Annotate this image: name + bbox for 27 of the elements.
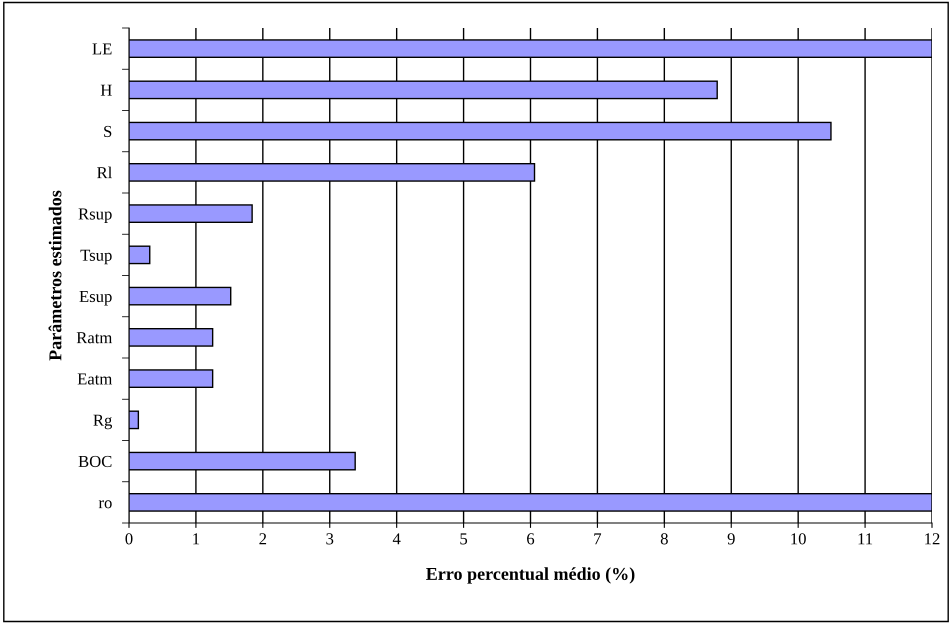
y-tick-label: BOC [78,456,112,468]
x-tick-label: 4 [392,533,401,544]
x-tick-label: 7 [594,533,602,544]
x-tick-label: 3 [326,533,334,544]
y-tick-label: Esup [79,290,112,306]
x-axis-title: Erro percentual médio (%) [426,567,634,584]
x-tick-label: 5 [460,533,468,544]
y-axis-title: Parâmetros estimados [48,190,62,361]
y-tick-label: Ratm [76,332,112,344]
y-tick-label: LE [92,43,112,54]
y-tick-label: H [100,84,112,96]
x-tick-label: 2 [259,533,266,544]
x-tick-label: 10 [791,533,806,544]
x-tick-label: 6 [527,533,534,544]
y-tick-label: S [104,126,112,138]
y-tick-label: Rl [97,166,112,178]
y-tick-label: Rg [93,414,112,430]
y-tick-label: Eatm [78,373,112,385]
x-tick-label: 11 [858,533,872,544]
y-tick-label: Tsup [80,250,112,264]
x-tick-label: 12 [925,533,940,544]
x-tick-label: 0 [125,533,133,544]
x-tick-label: 1 [193,533,200,544]
y-tick-label: Rsup [78,208,112,223]
x-tick-label: 8 [660,533,668,544]
y-tick-label: ro [98,500,112,508]
x-tick-label: 9 [728,533,735,544]
